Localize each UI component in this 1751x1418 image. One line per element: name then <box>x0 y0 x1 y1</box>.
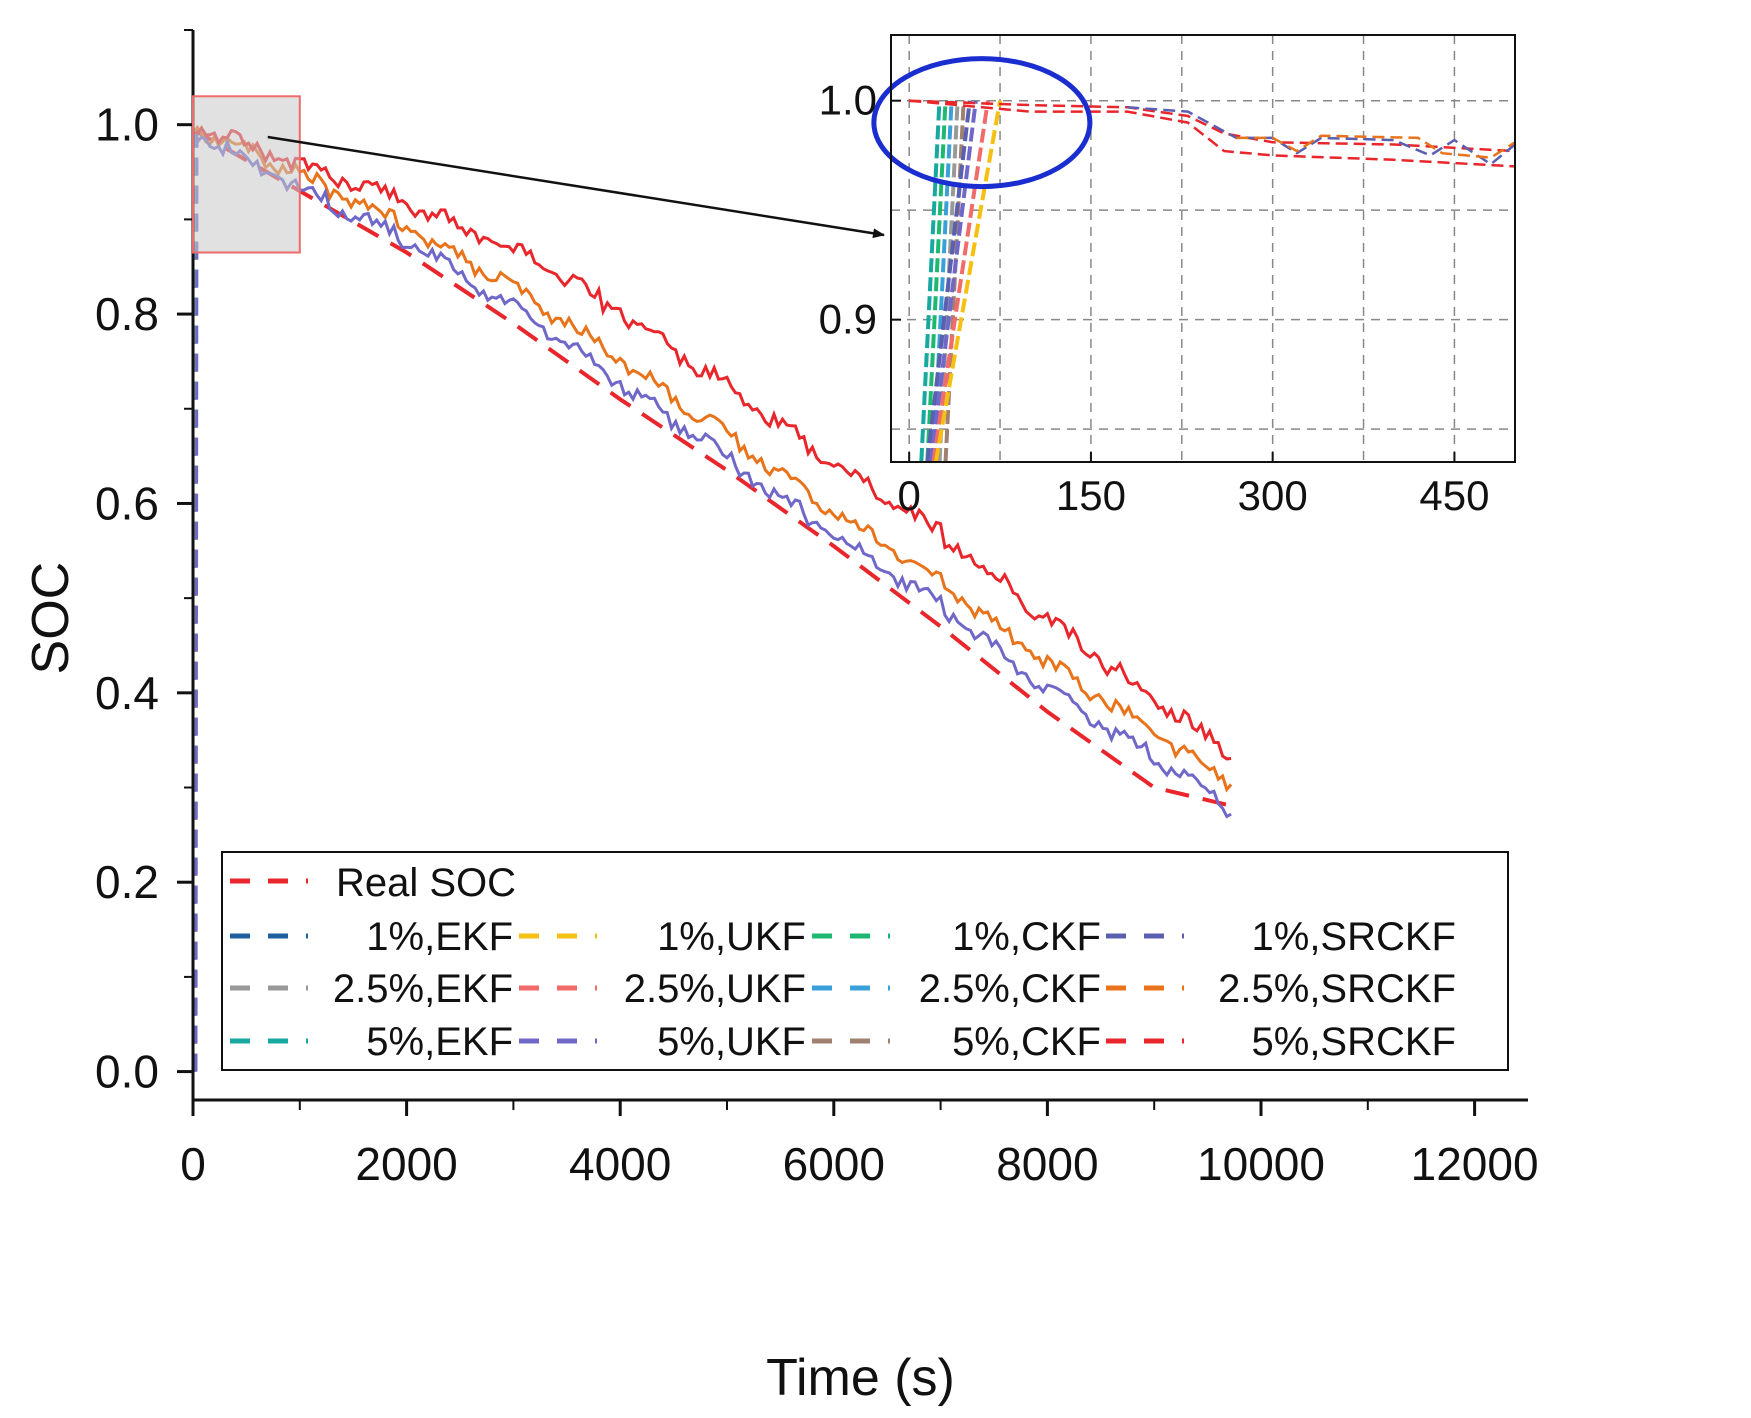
x-tick-label: 12000 <box>1411 1138 1539 1190</box>
y-tick-label: 1.0 <box>95 99 159 151</box>
inset-series-line-3 <box>1236 134 1516 159</box>
legend-label-5: 2.5%,UKF <box>624 967 806 1011</box>
inset-chart: 0 150 300 450 0.9 1.0 <box>819 34 1516 519</box>
inset-series-line-1 <box>909 99 1516 168</box>
x-tick-label: 8000 <box>996 1138 1098 1190</box>
inset-convergence-trace-0 <box>919 100 942 463</box>
series-line-1 <box>191 124 1233 793</box>
legend-label-11: 5%,SRCKF <box>1252 1020 1457 1064</box>
inset-x-tick-label: 300 <box>1238 472 1308 519</box>
series-line-2 <box>191 135 1232 819</box>
y-tick-label: 0.0 <box>95 1046 159 1098</box>
legend-label-0: 1%,EKF <box>366 915 513 959</box>
x-tick-label: 2000 <box>355 1138 457 1190</box>
x-axis-title: Time (s) <box>766 1349 955 1407</box>
legend-box <box>221 851 1509 1071</box>
legend-label-8: 5%,EKF <box>366 1020 513 1064</box>
inset-x-tick-label: 150 <box>1056 472 1126 519</box>
zoom-region-rect <box>192 95 301 254</box>
x-tick-label: 6000 <box>783 1138 885 1190</box>
y-tick-label: 0.4 <box>95 667 159 719</box>
zoom-arrow <box>267 135 885 239</box>
inset-convergence-trace-5 <box>925 100 972 463</box>
inset-x-tick-label: 0 <box>897 472 920 519</box>
x-tick-label: 0 <box>180 1138 206 1190</box>
legend-label-10: 5%,CKF <box>952 1020 1101 1064</box>
legend-label-2: 1%,CKF <box>952 915 1101 959</box>
inset-convergence-trace-8 <box>933 100 1003 463</box>
inset-background <box>891 35 1515 462</box>
y-tick-label: 0.2 <box>95 856 159 908</box>
legend-label-1: 1%,UKF <box>657 915 806 959</box>
x-tick-label: 4000 <box>569 1138 671 1190</box>
series-line-3 <box>192 125 1232 761</box>
convergence-line-4 <box>194 134 199 1072</box>
legend-label-3: 1%,SRCKF <box>1252 915 1457 959</box>
y-tick-label: 0.8 <box>95 288 159 340</box>
inset-series-line-0 <box>909 99 1516 153</box>
inset-y-tick-label: 0.9 <box>819 296 877 343</box>
x-tick-label: 10000 <box>1197 1138 1325 1190</box>
inset-highlight-ellipse <box>871 56 1093 190</box>
inset-x-tick-label: 450 <box>1419 472 1489 519</box>
inset-convergence-trace-1 <box>925 100 948 463</box>
inset-series-line-2 <box>1127 106 1516 166</box>
y-axis-title: SOC <box>22 562 80 675</box>
inset-convergence-trace-6 <box>928 100 978 463</box>
legend: Real SOC 1%,EKF 1%,UKF 1%,CKF 1%,SRCKF 2.5%,E… <box>221 851 1509 1071</box>
inset-y-tick-label: 1.0 <box>819 77 877 124</box>
series-line-0 <box>192 127 1235 809</box>
legend-label-header: Real SOC <box>336 861 516 905</box>
legend-label-9: 5%,UKF <box>657 1020 806 1064</box>
inset-convergence-trace-7 <box>931 100 990 463</box>
y-tick-label: 0.6 <box>95 477 159 529</box>
legend-label-4: 2.5%,EKF <box>333 967 513 1011</box>
main-axes: 0 2000 4000 6000 8000 10000 12000 0.0 0.2 0.4 0.6 0… <box>95 29 1539 1190</box>
zoom-indicator <box>192 95 885 254</box>
inset-convergence-trace-2 <box>931 100 954 463</box>
inset-frame <box>890 34 1516 463</box>
legend-label-7: 2.5%,SRCKF <box>1218 967 1456 1011</box>
legend-label-6: 2.5%,CKF <box>919 967 1101 1011</box>
